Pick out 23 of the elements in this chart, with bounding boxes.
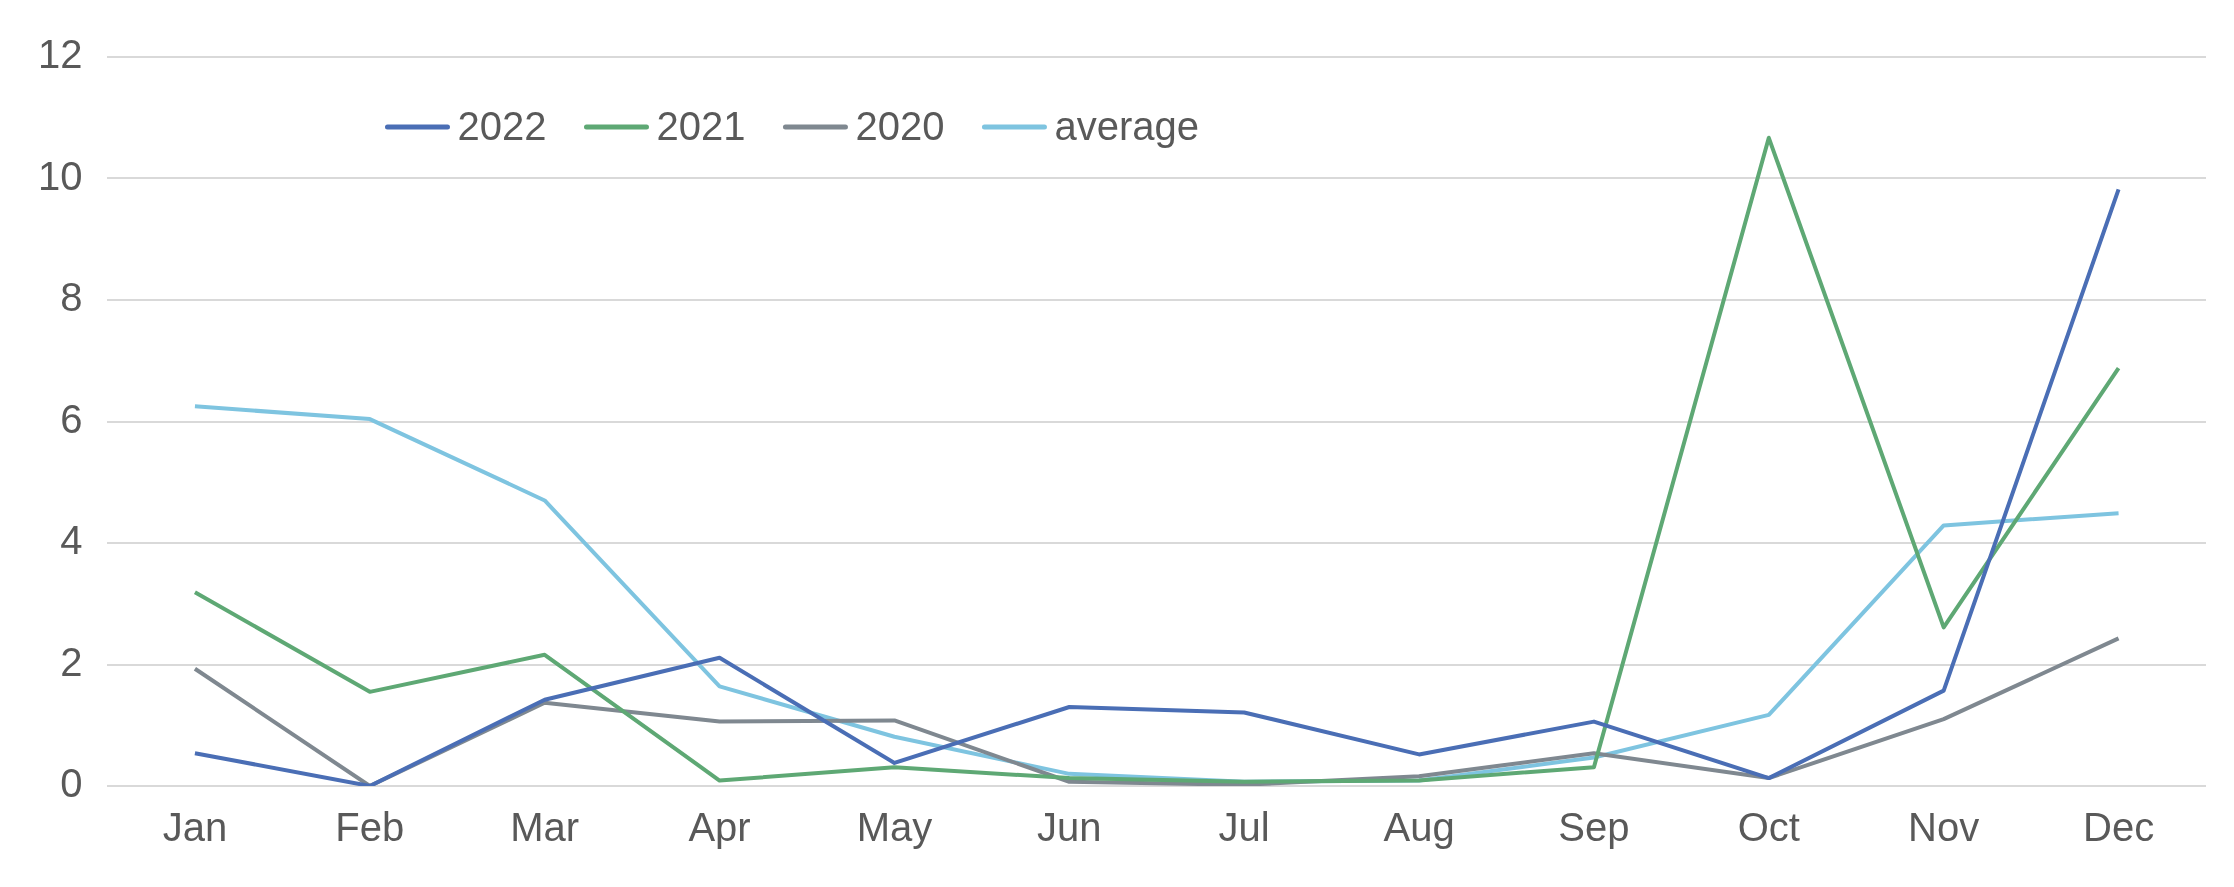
y-tick-label: 6 xyxy=(60,396,83,441)
x-tick-label: Jan xyxy=(162,805,228,850)
x-tick-label: Nov xyxy=(1908,805,1980,850)
y-tick-label: 2 xyxy=(60,639,83,684)
legend-label: average xyxy=(1054,104,1200,149)
x-tick-label: Aug xyxy=(1383,805,1455,850)
x-tick-label: Oct xyxy=(1737,805,1800,850)
x-tick-label: Apr xyxy=(688,805,751,850)
y-tick-label: 4 xyxy=(60,518,83,563)
legend-label: 2020 xyxy=(855,104,945,149)
x-tick-label: Jul xyxy=(1218,805,1270,850)
y-tick-label: 8 xyxy=(60,275,83,320)
legend-label: 2022 xyxy=(457,104,547,149)
y-tick-label: 12 xyxy=(37,32,83,77)
x-tick-label: Jun xyxy=(1037,805,1102,850)
x-tick-label: Feb xyxy=(335,805,405,850)
y-tick-label: 0 xyxy=(60,761,83,806)
x-tick-label: May xyxy=(856,805,933,850)
x-tick-label: Mar xyxy=(510,805,580,850)
x-tick-label: Sep xyxy=(1558,805,1630,850)
legend-label: 2021 xyxy=(656,104,746,149)
x-tick-label: Dec xyxy=(2082,805,2155,850)
y-tick-label: 10 xyxy=(37,153,83,198)
